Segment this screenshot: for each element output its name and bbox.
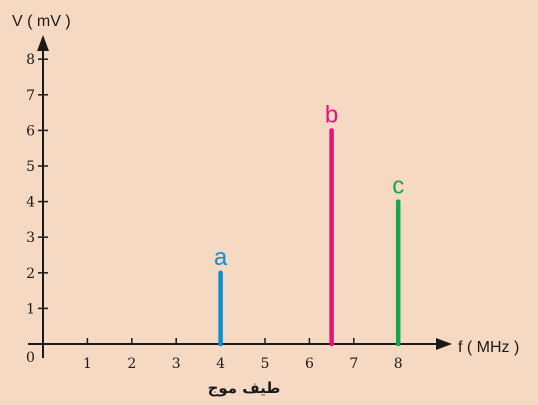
y-tick-label: 1: [26, 301, 35, 317]
x-axis-arrow: [436, 338, 452, 350]
y-tick-label: 3: [26, 230, 35, 246]
y-axis-arrow: [37, 35, 49, 51]
y-axis-title: V ( mV ): [12, 13, 71, 30]
x-tick-label: 1: [83, 356, 92, 372]
y-tick-label: 4: [26, 195, 35, 211]
x-tick-label: 5: [261, 356, 270, 372]
bar-label-a: a: [214, 244, 228, 271]
y-tick-label: 7: [26, 88, 35, 104]
y-tick-label: 5: [26, 159, 35, 175]
x-tick-label: 7: [349, 356, 358, 372]
x-axis-title: f ( MHz ): [458, 339, 519, 356]
y-tick-label: 2: [26, 266, 35, 282]
x-tick-label: 2: [127, 356, 136, 372]
x-tick-label: 3: [172, 356, 181, 372]
origin-label: 0: [26, 350, 35, 366]
bar-label-c: c: [392, 173, 404, 200]
x-tick-label: 4: [216, 356, 225, 372]
y-tick-label: 8: [26, 52, 35, 68]
y-tick-label: 6: [26, 123, 35, 139]
chart-caption: طیف موج: [208, 379, 281, 397]
x-tick-label: 8: [394, 356, 403, 372]
bar-label-b: b: [325, 101, 338, 128]
x-tick-label: 6: [305, 356, 314, 372]
